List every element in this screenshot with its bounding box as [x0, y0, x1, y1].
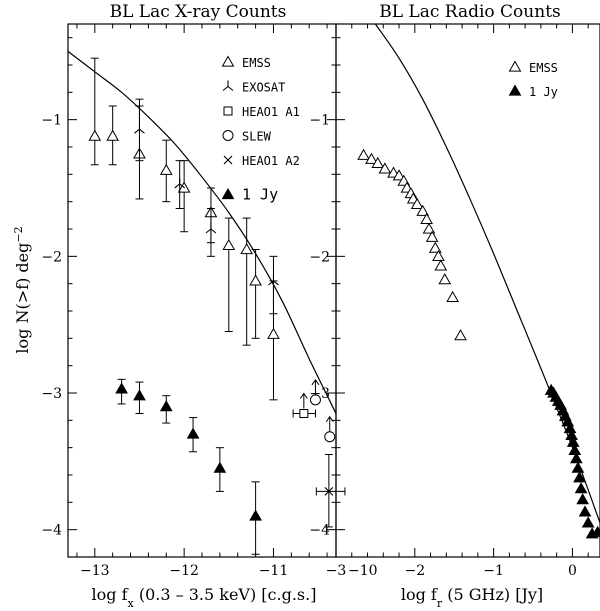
- point-1-jy: [249, 509, 262, 521]
- ticks-xray: −13 −12 −11 −10 −4 −4 −3 −3 −2 −2 −1 −1: [41, 24, 378, 579]
- x-axis-label-xray: log fx (0.3 – 3.5 keV) [c.g.s.]: [92, 585, 317, 610]
- point-emss: [432, 249, 445, 261]
- x-tick-label: −1: [483, 563, 504, 579]
- point-heao1-a1: [299, 409, 309, 418]
- legend-label: 1 Jy: [242, 186, 278, 204]
- point-1-jy: [133, 389, 146, 401]
- legend-marker: [508, 84, 522, 96]
- point-1-jy: [566, 435, 580, 447]
- point-emss: [454, 329, 467, 341]
- point-heao1-a2: [324, 487, 334, 496]
- point-1-jy: [576, 493, 590, 505]
- point-emss: [410, 197, 424, 210]
- point-exosat: [205, 223, 217, 234]
- point-1-jy: [213, 461, 227, 473]
- point-emss: [392, 169, 406, 181]
- point-1-jy: [573, 471, 586, 483]
- lower-limit-arrow: [299, 392, 308, 409]
- panel-xray: BL Lac X-ray Counts −13 −12 −11 −10 −4 −4 −3 −3…: [12, 2, 378, 610]
- legend-radio: EMSS 1 Jy: [508, 60, 558, 99]
- legend-marker: [221, 187, 235, 200]
- point-1-jy: [578, 505, 592, 517]
- point-emss: [425, 230, 439, 242]
- x-tick-label: −11: [259, 563, 289, 579]
- point-emss: [365, 152, 378, 164]
- legend-marker: [222, 80, 234, 91]
- point-emss: [371, 156, 385, 169]
- point-emss: [416, 204, 430, 216]
- plot-area-radio: [357, 24, 600, 539]
- lower-limit-arrow: [325, 415, 334, 432]
- legend-marker: [221, 55, 235, 67]
- point-emss: [267, 327, 280, 339]
- point-emss: [88, 129, 102, 141]
- point-emss: [249, 274, 262, 286]
- point-1-jy: [569, 452, 583, 464]
- y-tick-label: −4: [309, 523, 330, 539]
- legend-label: 1 Jy: [529, 85, 558, 99]
- x-tick-label: −3: [326, 563, 347, 579]
- point-1-jy: [568, 443, 582, 456]
- y-axis-label: log N(>f) deg−2: [12, 226, 33, 353]
- title-xray: BL Lac X-ray Counts: [110, 2, 287, 22]
- point-exosat: [174, 177, 186, 189]
- legend-label: EMSS: [242, 56, 271, 70]
- title-radio: BL Lac Radio Counts: [379, 2, 561, 22]
- plot-frame-radio: [335, 23, 600, 558]
- y-tick-label: −1: [309, 113, 330, 129]
- point-1-jy: [159, 400, 173, 412]
- point-slew: [309, 394, 321, 406]
- legend-label: HEAO1 A2: [242, 154, 300, 168]
- legend-label: HEAO1 A1: [242, 105, 300, 119]
- y-tick-label: −3: [41, 386, 62, 402]
- lower-limit-arrow: [311, 378, 320, 395]
- point-1-jy: [581, 516, 595, 528]
- point-slew: [324, 431, 336, 443]
- point-emss: [159, 163, 173, 175]
- x-tick-label: −10: [348, 563, 378, 579]
- point-1-jy: [186, 427, 200, 439]
- model-curve: [374, 24, 600, 524]
- legend-marker: [222, 130, 234, 141]
- point-1-jy: [571, 461, 585, 473]
- point-emss: [438, 273, 452, 285]
- point-emss: [422, 222, 436, 234]
- x-tick-label: −2: [404, 563, 425, 579]
- point-exosat: [134, 123, 145, 134]
- point-exosat: [268, 274, 279, 286]
- x-axis-label-radio: log fr (5 GHz) [Jy]: [401, 585, 543, 610]
- point-emss: [420, 212, 433, 225]
- legend-label: EXOSAT: [242, 81, 285, 95]
- y-tick-label: −2: [309, 249, 330, 265]
- point-1-jy: [574, 482, 588, 494]
- point-1-jy: [115, 382, 128, 394]
- x-tick-label: −12: [169, 563, 199, 579]
- point-emss: [446, 290, 459, 302]
- legend-marker: [223, 106, 233, 116]
- y-tick-label: −4: [41, 523, 62, 539]
- point-emss: [434, 259, 448, 271]
- point-1-jy: [591, 525, 600, 538]
- plot-area-xray: [68, 50, 346, 555]
- legend-marker: [508, 60, 522, 72]
- point-emss: [240, 242, 254, 255]
- point-emss: [222, 238, 236, 251]
- point-emss: [428, 241, 442, 253]
- legend-label: SLEW: [242, 130, 272, 144]
- x-tick-label: 0: [568, 563, 577, 579]
- y-tick-label: −2: [41, 249, 62, 265]
- plot-frame-xray: [67, 23, 337, 558]
- point-emss: [357, 148, 370, 160]
- legend-marker: [223, 155, 233, 165]
- legend-label: EMSS: [529, 61, 558, 75]
- x-tick-label: −13: [80, 563, 110, 579]
- point-emss: [106, 129, 120, 141]
- model-curve: [68, 50, 336, 414]
- legend-xray: EMSS EXOSAT HEAO1 A1 SLEW HEAO1 A2 1 Jy: [221, 55, 300, 204]
- y-tick-label: −1: [41, 113, 62, 129]
- ticks-radio: −3 −2 −1 0: [326, 24, 589, 579]
- point-emss: [378, 162, 392, 174]
